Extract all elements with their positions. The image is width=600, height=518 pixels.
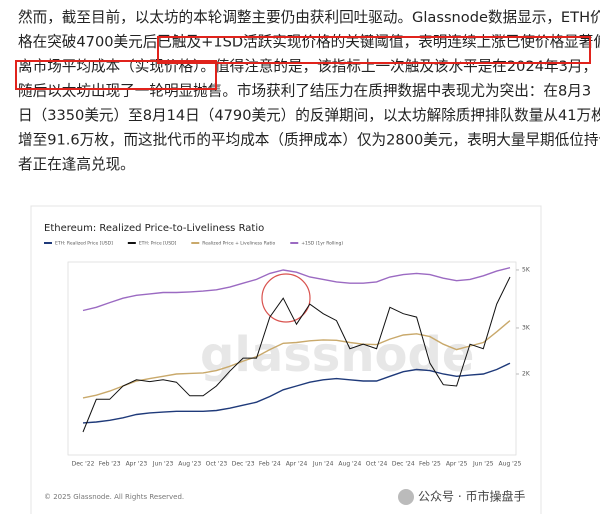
x-tick-label: Dec '22	[72, 461, 95, 468]
article-line: 随后以太坊出现了一轮明显抛售。市场获利了结压力在质押数据中表现尤为突出：在8月3	[18, 83, 591, 100]
x-tick-label: Dec '24	[392, 461, 415, 468]
x-tick-label: Jun '23	[152, 461, 174, 468]
x-tick-label: Apr '25	[446, 461, 468, 468]
x-tick-label: Apr '24	[286, 461, 308, 468]
series-line	[82, 362, 511, 424]
x-tick-label: Dec '23	[232, 461, 255, 468]
chart-card	[30, 205, 542, 518]
x-tick-label: Feb '25	[419, 461, 441, 468]
highlight-box	[157, 36, 591, 64]
article-line: 离市场平均成本（实现价格）。值得注意的是，该指标上一次触及该水平是在2024年3…	[18, 57, 597, 75]
article-line: 者正在逢高兑现。	[18, 156, 135, 173]
article-line: 增至91.6万枚，而这批代币的平均成本（质押成本）仅为2800美元，表明大量早期…	[18, 132, 600, 149]
x-tick-label: Oct '23	[206, 461, 228, 468]
legend-label: ETH: Realized Price [USD]	[55, 241, 113, 247]
chart-title: Ethereum: Realized Price-to-Liveliness R…	[44, 223, 264, 234]
x-tick-label: Aug '24	[338, 461, 361, 468]
y-tick-label: 3K	[522, 324, 531, 331]
legend-label: Realized Price + Liveliness Ratio	[202, 241, 275, 247]
x-tick-label: Feb '24	[259, 461, 281, 468]
legend-label: +1SD (1yr Rolling)	[301, 241, 343, 247]
article-line: 然而，截至目前，以太坊的本轮调整主要仍由获利回吐驱动。Glassnode数据显示…	[18, 9, 600, 26]
series-line	[82, 267, 511, 312]
plot-frame	[67, 261, 517, 456]
highlight-box	[15, 60, 217, 90]
x-tick-label: Feb '23	[99, 461, 121, 468]
x-tick-label: Jun '25	[472, 461, 494, 468]
x-tick-label: Oct '24	[366, 461, 388, 468]
x-tick-label: Apr '23	[126, 461, 148, 468]
highlight-circle	[261, 273, 311, 323]
y-tick-label: 5K	[522, 266, 531, 273]
chart-footer: © 2025 Glassnode. All Rights Reserved.	[44, 493, 184, 501]
legend-label: ETH: Price [USD]	[139, 241, 177, 247]
wechat-icon	[398, 489, 414, 505]
article: 然而，截至目前，以太坊的本轮调整主要仍由获利回吐驱动。Glassnode数据显示…	[18, 9, 600, 173]
watermark: glassnode	[200, 327, 474, 383]
source-watermark: 公众号 · 币市操盘手	[418, 489, 525, 504]
x-tick-label: Aug '25	[499, 461, 522, 468]
article-line: 日（3350美元）至8月14日（4790美元）的反弹期间，以太坊解除质押排队数量…	[18, 107, 600, 124]
series-line	[82, 276, 511, 433]
y-tick-label: 2K	[522, 370, 531, 377]
x-tick-label: Jun '24	[312, 461, 334, 468]
x-tick-label: Aug '23	[178, 461, 201, 468]
series-line	[82, 320, 511, 399]
